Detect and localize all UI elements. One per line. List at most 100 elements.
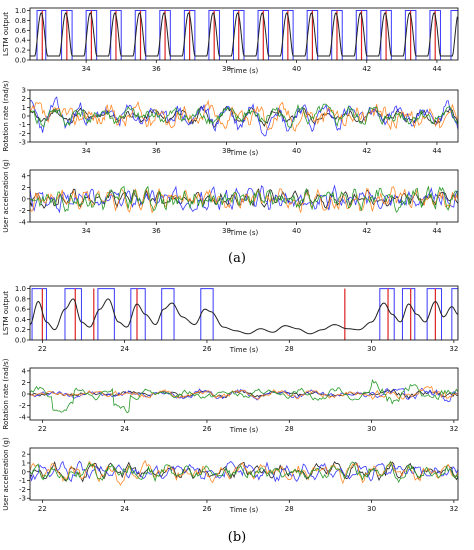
gate-marker xyxy=(36,9,47,60)
x-axis-label: Time (s) xyxy=(229,67,259,75)
x-tick-label: 28 xyxy=(285,505,294,513)
gate-marker xyxy=(97,288,115,340)
x-tick-label: 24 xyxy=(120,505,129,513)
y-tick-label: -3 xyxy=(19,139,26,147)
series-blue xyxy=(30,387,458,403)
series-green xyxy=(30,103,458,129)
x-tick-label: 36 xyxy=(152,65,161,73)
x-tick-label: 24 xyxy=(120,425,129,433)
y-tick-label: 4 xyxy=(22,172,27,180)
x-tick-label: 26 xyxy=(203,345,212,353)
gate-marker xyxy=(64,288,82,340)
gate-marker xyxy=(379,288,395,340)
y-tick-label: 0.8 xyxy=(15,295,26,303)
panel-a-1: 34 36 38 40 42 44 0.0 0.2 0.4 0.6 0.8 1.0 Time (s) LS… xyxy=(2,7,459,75)
series-black xyxy=(30,460,458,483)
x-tick-label: 44 xyxy=(432,147,441,155)
x-axis-label: Time (s) xyxy=(229,149,259,157)
y-tick-label: 0.4 xyxy=(15,37,27,45)
plot-area xyxy=(30,288,458,340)
y-tick-label: -3 xyxy=(19,495,26,503)
x-tick-label: 42 xyxy=(362,147,371,155)
y-tick-label: 1.0 xyxy=(15,285,26,293)
x-tick-label: 42 xyxy=(362,65,371,73)
x-tick-label: 36 xyxy=(152,147,161,155)
series-orange xyxy=(30,385,458,400)
y-axis-label: Rotation rate (rad/s) xyxy=(2,80,10,151)
gate-marker xyxy=(130,288,146,340)
y-tick-label: 0.6 xyxy=(15,27,27,35)
y-tick-label: 0 xyxy=(22,391,26,399)
y-tick-label: 0.8 xyxy=(15,17,26,25)
x-tick-label: 42 xyxy=(362,227,371,235)
gate-marker xyxy=(200,288,214,340)
x-tick-label: 26 xyxy=(203,505,212,513)
figure-caption-b: (b) xyxy=(228,530,246,545)
x-tick-label: 28 xyxy=(285,425,294,433)
y-tick-label: -2 xyxy=(19,130,26,138)
x-tick-label: 44 xyxy=(432,65,441,73)
x-tick-label: 30 xyxy=(367,505,376,513)
y-tick-label: 0 xyxy=(22,195,26,203)
x-tick-label: 40 xyxy=(292,227,301,235)
y-tick-label: -2 xyxy=(19,402,26,410)
x-tick-label: 34 xyxy=(82,147,91,155)
x-axis-label: Time (s) xyxy=(229,506,259,514)
y-tick-label: 3 xyxy=(22,87,26,95)
x-tick-label: 22 xyxy=(38,425,47,433)
plot-area xyxy=(30,378,458,414)
y-axis-label: Rotation rate (rad/s) xyxy=(2,358,10,429)
y-tick-label: 2 xyxy=(22,451,26,459)
y-tick-label: -1 xyxy=(19,477,26,485)
panel-a-3: 34 36 38 40 42 44 -4 -2 0 2 4 Time (s) User accelera… xyxy=(2,159,459,237)
y-tick-label: 2 xyxy=(22,95,26,103)
plot-area xyxy=(30,9,458,60)
y-tick-label: -4 xyxy=(19,414,27,422)
y-tick-label: -1 xyxy=(19,121,26,129)
y-tick-label: 2 xyxy=(22,379,26,387)
lstm-output-line xyxy=(30,12,458,57)
series-orange xyxy=(30,99,458,132)
x-tick-label: 40 xyxy=(292,147,301,155)
axes-frame xyxy=(29,7,459,61)
y-tick-label: -2 xyxy=(19,207,26,215)
x-axis-label: Time (s) xyxy=(229,346,259,354)
y-axis-label: User acceleration (g) xyxy=(2,437,10,511)
x-tick-label: 24 xyxy=(120,345,129,353)
x-tick-label: 34 xyxy=(82,227,91,235)
gate-marker xyxy=(401,288,416,340)
y-tick-label: 0.4 xyxy=(15,316,27,324)
y-tick-label: 2 xyxy=(22,184,26,192)
panel-b-1: 22 24 26 28 30 32 0.0 0.2 0.4 0.6 0.8 1.0 Time (s) LS… xyxy=(2,285,459,354)
y-tick-label: 1 xyxy=(22,459,26,467)
x-tick-label: 30 xyxy=(367,425,376,433)
series-blue xyxy=(30,460,458,483)
x-tick-label: 30 xyxy=(367,345,376,353)
y-tick-label: 0 xyxy=(22,468,26,476)
x-tick-label: 22 xyxy=(38,505,47,513)
x-tick-label: 44 xyxy=(432,227,441,235)
x-axis-label: Time (s) xyxy=(229,229,259,237)
x-tick-label: 40 xyxy=(292,65,301,73)
gate-marker xyxy=(451,288,458,340)
gate-marker xyxy=(450,9,458,60)
y-axis-label: LSTM output xyxy=(2,12,10,56)
y-tick-label: 0.0 xyxy=(15,337,26,345)
x-tick-label: 34 xyxy=(82,65,91,73)
x-tick-label: 32 xyxy=(449,505,458,513)
series-green xyxy=(30,185,458,213)
plot-area xyxy=(30,184,458,214)
x-tick-label: 32 xyxy=(449,345,458,353)
y-tick-label: 1 xyxy=(22,104,26,112)
y-tick-label: 0.6 xyxy=(15,306,27,314)
lstm-output-line xyxy=(30,298,458,335)
x-tick-label: 36 xyxy=(152,227,161,235)
gate-marker xyxy=(161,288,175,340)
y-tick-label: -4 xyxy=(19,219,27,227)
series-green xyxy=(30,378,458,414)
axes-frame xyxy=(29,169,459,223)
gate-marker xyxy=(31,288,47,340)
y-tick-label: 0.0 xyxy=(15,57,26,65)
